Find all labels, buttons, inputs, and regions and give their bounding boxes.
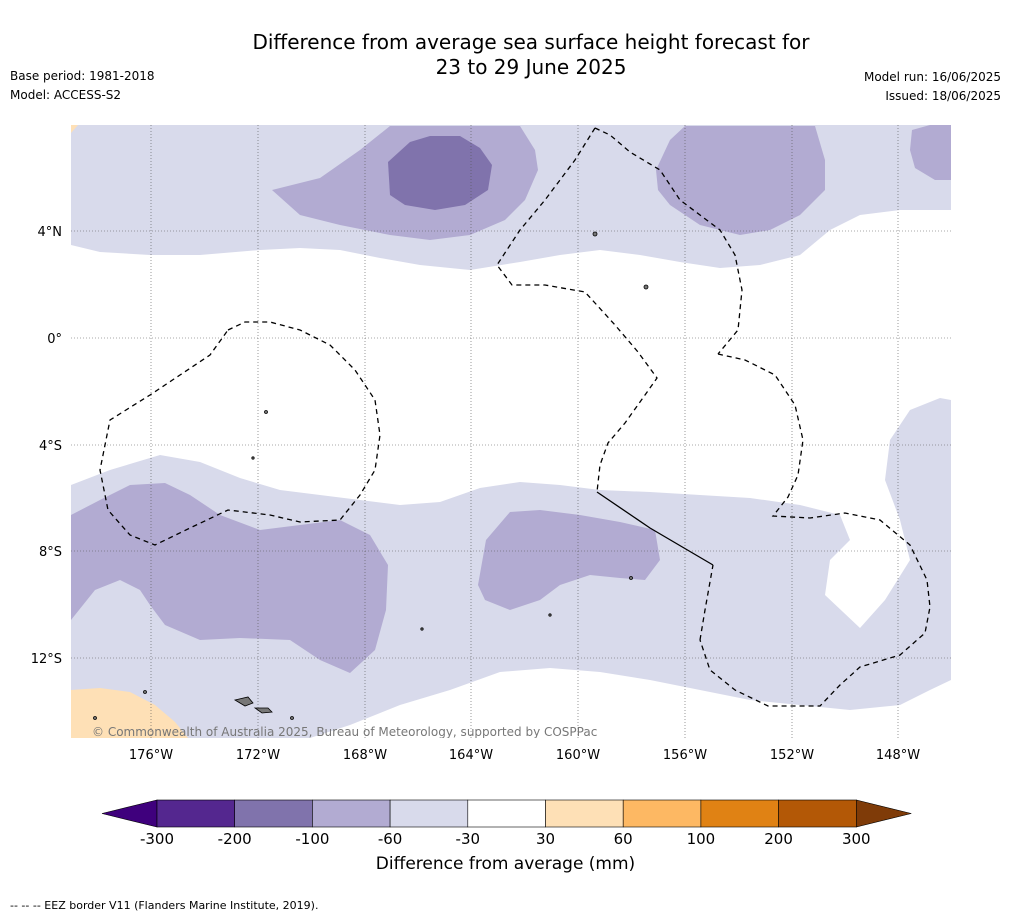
model-run: Model run: 16/06/2025	[863, 70, 1001, 84]
y-tick-12s: 12°S	[31, 652, 62, 667]
colorbar-tick-label: 100	[687, 830, 716, 848]
island-dot-9	[548, 613, 552, 617]
colorbar-segment	[156, 799, 235, 828]
island-dot-8	[629, 576, 633, 580]
island-samoa-savaii	[253, 707, 273, 714]
colorbar-segment	[234, 799, 313, 828]
x-tick-172w: 172°W	[236, 748, 280, 763]
eez-tuvalu	[99, 321, 381, 546]
contour-pos30-topleft	[71, 125, 78, 133]
issued-date: Issued: 18/06/2025	[885, 89, 1001, 103]
island-dot-5	[143, 690, 147, 694]
island-dot-3	[264, 410, 268, 414]
island-dot-4	[251, 456, 255, 460]
colorbar-tick-label: -300	[140, 830, 174, 848]
x-tick-176w: 176°W	[129, 748, 173, 763]
colorbar-segment	[312, 799, 391, 828]
colorbar-tick-label: -200	[218, 830, 252, 848]
islands	[93, 231, 649, 720]
metadata-right: Model run: 16/06/2025 Issued: 18/06/2025	[864, 68, 1001, 106]
x-axis-labels: 176°W 172°W 168°W 164°W 160°W 156°W 152°…	[129, 748, 920, 763]
chart-title: Difference from average sea surface heig…	[0, 30, 1011, 80]
contour-neg100-north	[388, 136, 492, 210]
y-tick-8s: 8°S	[39, 545, 62, 560]
eez-footnote: -- -- -- EEZ border V11 (Flanders Marine…	[10, 899, 319, 912]
x-tick-160w: 160°W	[556, 748, 600, 763]
eez-phoenix-west	[496, 127, 658, 493]
x-tick-152w: 152°W	[770, 748, 814, 763]
eez-solid-segment	[596, 491, 714, 566]
y-tick-0: 0°	[47, 332, 62, 347]
title-line-1: Difference from average sea surface heig…	[252, 30, 810, 54]
colorbar-tick-label: -60	[378, 830, 403, 848]
colorbar-extend-high	[855, 799, 912, 828]
colorbar-tick-label: 300	[842, 830, 871, 848]
contour-neg60-north-right	[656, 126, 825, 235]
contour-neg60-north-corner	[910, 125, 951, 180]
eez-line-islands	[699, 353, 931, 707]
island-dot-1	[592, 231, 598, 237]
eez-cook-west	[699, 564, 714, 641]
colorbar-segment	[389, 799, 469, 828]
copyright-notice: © Commonwealth of Australia 2025, Bureau…	[92, 725, 597, 739]
base-period: Base period: 1981-2018	[10, 69, 155, 83]
y-tick-4s: 4°S	[39, 439, 62, 454]
map-panel: © Commonwealth of Australia 2025, Bureau…	[71, 125, 951, 739]
y-axis-labels: 4°N 0° 4°S 8°S 12°S	[31, 225, 62, 667]
colorbar-tick-label: 60	[614, 830, 633, 848]
gridlines	[71, 125, 951, 738]
model-name: Model: ACCESS-S2	[10, 88, 122, 102]
x-tick-168w: 168°W	[343, 748, 387, 763]
colorbar-segment	[545, 799, 624, 828]
island-dot-7	[290, 716, 294, 720]
contour-pos30-bottomleft	[71, 688, 188, 738]
island-samoa-upolu	[233, 696, 254, 707]
colorbar-tick-label: -30	[456, 830, 481, 848]
colorbar-tick-label: -100	[295, 830, 329, 848]
contour-neg60-south-mid	[478, 510, 660, 610]
colorbar-segment	[778, 799, 857, 828]
colorbar-title: Difference from average (mm)	[375, 854, 636, 874]
eez-borders	[99, 127, 931, 707]
colorbar-segment	[700, 799, 779, 828]
colorbar-extend-low	[101, 799, 158, 828]
x-tick-164w: 164°W	[449, 748, 493, 763]
colorbar-segment	[622, 799, 702, 828]
eez-kiribati-phoenix	[594, 127, 743, 355]
island-dot-2	[643, 284, 649, 290]
colorbar-tick-label: 30	[536, 830, 555, 848]
colorbar-segment	[467, 799, 546, 828]
y-tick-4n: 4°N	[38, 225, 63, 240]
colorbar: -300 -200 -100 -60 -30 30 60 100 200 300	[101, 799, 912, 848]
title-line-2: 23 to 29 June 2025	[435, 55, 627, 79]
x-tick-156w: 156°W	[663, 748, 707, 763]
x-tick-148w: 148°W	[876, 748, 920, 763]
metadata-left: Base period: 1981-2018 Model: ACCESS-S2	[10, 67, 155, 105]
contour-neg60-south-left	[71, 483, 388, 673]
island-dot-6	[93, 716, 97, 720]
island-dot-10	[420, 627, 424, 631]
colorbar-tick-label: 200	[764, 830, 793, 848]
